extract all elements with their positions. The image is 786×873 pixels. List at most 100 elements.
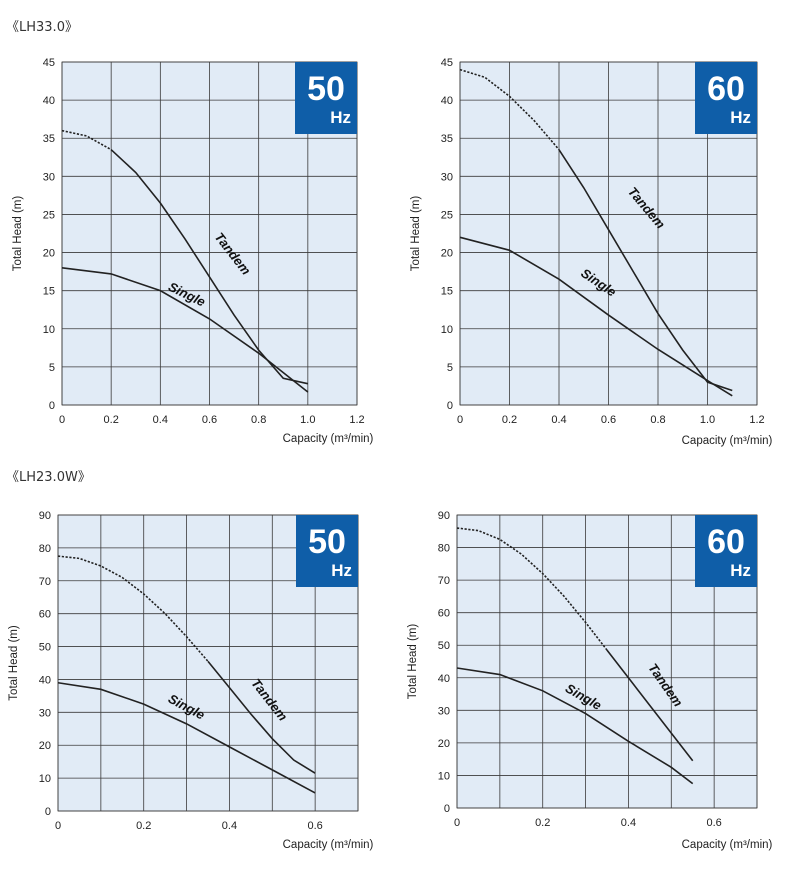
y-tick-label: 20 (441, 248, 453, 260)
y-tick-label: 20 (39, 740, 51, 752)
y-tick-label: 20 (43, 248, 55, 260)
series-tandem-dashed (459, 68, 560, 151)
y-tick-label: 45 (441, 57, 453, 69)
y-tick-label: 10 (438, 770, 450, 782)
y-tick-label: 0 (45, 806, 51, 818)
y-tick-label: 70 (39, 576, 51, 588)
y-axis-title: Total Head (m) (407, 624, 419, 700)
y-tick-label: 70 (438, 575, 450, 587)
y-tick-label: 40 (441, 95, 453, 107)
plot-border (459, 61, 758, 406)
chart-lh23w-50hz-svg: 0 10 20 30 40 50 60 70 80 90 0 0.2 0.4 0.6 Total Head … (8, 510, 374, 851)
y-tick-label: 25 (441, 209, 453, 221)
grid (57, 514, 359, 812)
y-tick-label: 10 (39, 773, 51, 785)
x-axis-title: Capacity (m³/min) (682, 839, 773, 851)
y-tick-label: 45 (43, 57, 55, 69)
x-tick-label: 1.2 (349, 414, 364, 426)
y-tick-label: 0 (444, 803, 450, 815)
x-tick-label: 0.6 (202, 414, 217, 426)
y-tick-label: 40 (39, 674, 51, 686)
x-axis-title: Capacity (m³/min) (682, 435, 773, 447)
series-single-line (459, 236, 733, 397)
y-tick-label: 30 (441, 171, 453, 183)
y-tick-label: 35 (43, 133, 55, 145)
series-tandem-dashed (61, 129, 112, 151)
y-tick-label: 60 (39, 609, 51, 621)
x-tick-label: 0.8 (251, 414, 266, 426)
y-tick-label: 40 (43, 95, 55, 107)
y-tick-label: 10 (43, 324, 55, 336)
series-tandem-line (606, 649, 694, 762)
chart-lh33-60hz: 0 5 10 15 20 25 30 35 40 45 0 0.2 0.4 0.6 0.8 1.0 1.2 Tot… (395, 50, 775, 447)
x-tick-label: 0.2 (502, 414, 517, 426)
frequency-unit: Hz (730, 561, 751, 580)
x-tick-label: 0.4 (222, 820, 237, 832)
series-tandem-line (558, 149, 733, 392)
y-tick-label: 25 (43, 209, 55, 221)
y-tick-label: 5 (49, 362, 55, 374)
chart-lh33-50hz-svg: 0 5 10 15 20 25 30 35 40 45 0 0.2 0.4 0.6 0.8 1.0 1.2 Tot… (12, 57, 374, 445)
frequency-badge-bg (695, 515, 757, 587)
frequency-badge-bg (295, 62, 357, 134)
series-tandem-line (207, 660, 316, 774)
chart-lh23w-60hz-svg: 0 10 20 30 40 50 60 70 80 90 0 0.2 0.4 0.6 Total Head … (407, 510, 773, 851)
chart-lh33-60hz-svg: 0 5 10 15 20 25 30 35 40 45 0 0.2 0.4 0.6 0.8 1.0 1.2 Tot… (410, 57, 773, 447)
chart-lh23w-50hz: 0 10 20 30 40 50 60 70 80 90 0 0.2 0.4 0.6 Total Head … (0, 505, 380, 865)
series-single-line (456, 667, 694, 785)
section-title-lh23w: 《LH23.0W》 (6, 470, 91, 485)
y-tick-label: 60 (438, 608, 450, 620)
x-tick-label: 0.2 (104, 414, 119, 426)
y-tick-label: 50 (438, 640, 450, 652)
y-tick-label: 15 (43, 286, 55, 298)
y-tick-label: 50 (39, 642, 51, 654)
y-tick-label: 80 (39, 543, 51, 555)
y-tick-label: 30 (39, 707, 51, 719)
y-tick-label: 0 (447, 400, 453, 412)
y-tick-label: 40 (438, 673, 450, 685)
grid (61, 61, 358, 406)
x-tick-label: 0 (457, 414, 463, 426)
y-axis-title: Total Head (m) (12, 196, 24, 272)
frequency-value: 50 (307, 70, 345, 108)
y-tick-label: 35 (441, 133, 453, 145)
x-tick-label: 1.0 (300, 414, 315, 426)
frequency-value: 60 (707, 523, 745, 561)
y-tick-label: 80 (438, 543, 450, 555)
y-tick-label: 20 (438, 738, 450, 750)
x-tick-label: 0.6 (706, 817, 721, 829)
x-tick-label: 0.6 (307, 820, 322, 832)
y-axis-title: Total Head (m) (410, 196, 422, 272)
section-title-lh33: 《LH33.0》 (6, 20, 78, 35)
frequency-unit: Hz (330, 108, 351, 127)
frequency-value: 50 (308, 523, 346, 561)
x-tick-label: 0 (55, 820, 61, 832)
chart-lh33-50hz: 0 5 10 15 20 25 30 35 40 45 0 0.2 0.4 0.6 0.8 1.0 1.2 Tot… (0, 50, 380, 445)
x-tick-label: 0 (59, 414, 65, 426)
y-tick-label: 90 (39, 510, 51, 522)
frequency-value: 60 (707, 70, 745, 108)
frequency-unit: Hz (730, 108, 751, 127)
x-tick-label: 0.4 (621, 817, 636, 829)
frequency-badge-bg (695, 62, 757, 134)
y-tick-label: 0 (49, 400, 55, 412)
series-single-line (57, 681, 316, 794)
x-axis-title: Capacity (m³/min) (283, 433, 374, 445)
series-tandem-dashed (456, 527, 608, 651)
x-axis-title: Capacity (m³/min) (283, 839, 374, 851)
x-tick-label: 1.2 (749, 414, 764, 426)
x-tick-label: 0 (454, 817, 460, 829)
series-tandem-line (110, 149, 309, 385)
x-tick-label: 1.0 (700, 414, 715, 426)
y-tick-label: 30 (438, 705, 450, 717)
x-tick-label: 0.2 (136, 820, 151, 832)
x-tick-label: 0.6 (601, 414, 616, 426)
y-tick-label: 15 (441, 286, 453, 298)
y-tick-label: 30 (43, 171, 55, 183)
series-single-line (61, 267, 309, 393)
y-tick-label: 10 (441, 324, 453, 336)
y-tick-label: 90 (438, 510, 450, 522)
